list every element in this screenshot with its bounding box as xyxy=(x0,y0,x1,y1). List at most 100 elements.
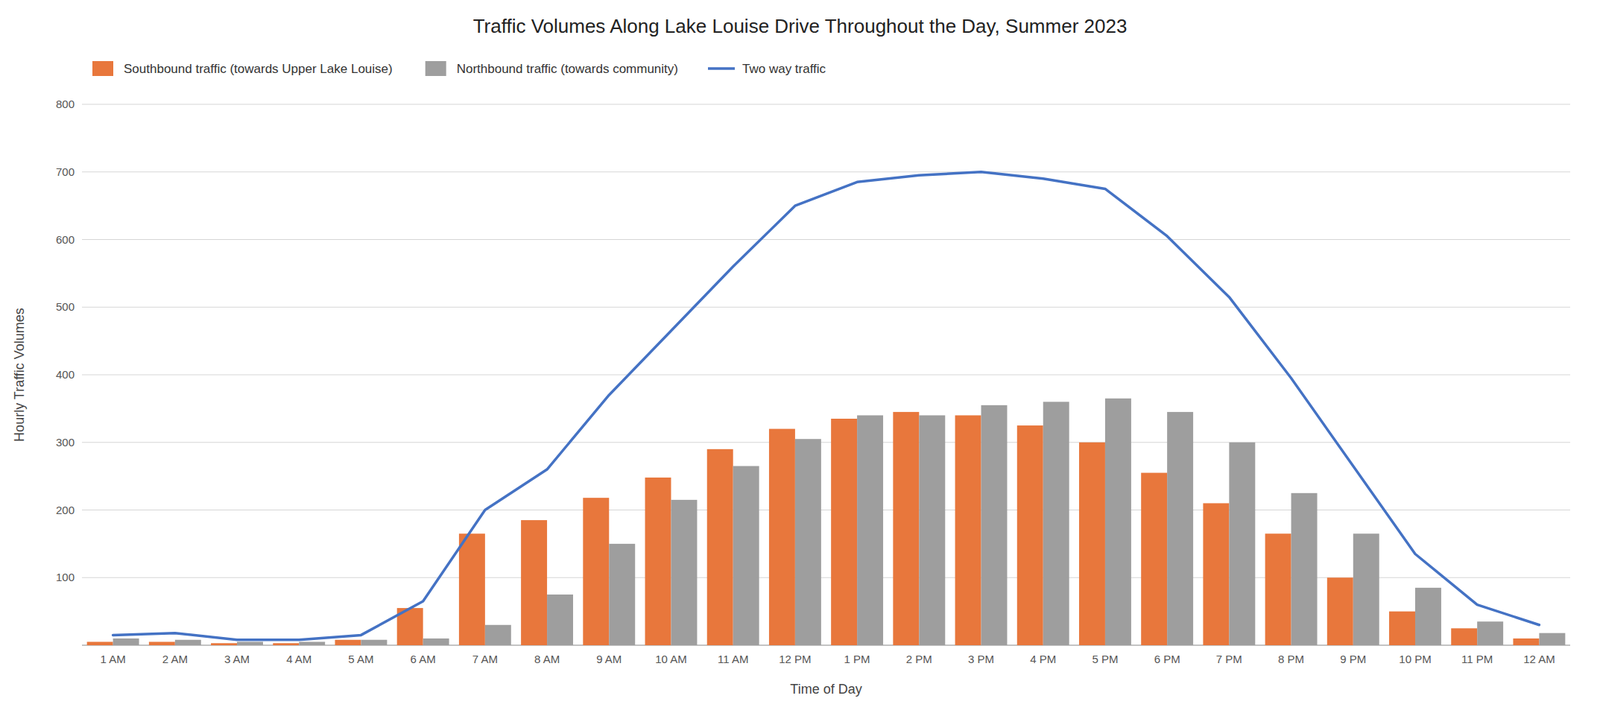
bar xyxy=(175,640,202,646)
y-tick-label: 700 xyxy=(55,165,75,179)
bar xyxy=(1538,633,1565,646)
y-tick-label: 200 xyxy=(55,503,75,517)
x-tick-label: 3 AM xyxy=(224,652,250,666)
bar xyxy=(582,497,609,646)
x-tick-label: 12 PM xyxy=(778,652,811,666)
x-tick-label: 6 AM xyxy=(410,652,436,666)
legend-swatch xyxy=(707,67,735,71)
bar xyxy=(733,466,760,646)
bar xyxy=(857,415,884,646)
bar xyxy=(1291,493,1318,646)
bar xyxy=(1353,533,1380,646)
bar xyxy=(830,418,858,646)
bar xyxy=(769,429,796,646)
y-tick-label: 600 xyxy=(55,233,75,246)
bar xyxy=(520,520,547,646)
x-tick-label: 7 PM xyxy=(1216,652,1243,666)
x-tick-label: 7 AM xyxy=(472,652,498,666)
bar xyxy=(423,638,450,646)
chart: Traffic Volumes Along Lake Louise Drive … xyxy=(0,0,1600,716)
bar xyxy=(1477,621,1504,646)
grid-line xyxy=(81,171,1571,173)
x-tick-label: 10 AM xyxy=(655,652,688,666)
bar xyxy=(1167,412,1194,646)
bar xyxy=(1327,577,1354,646)
x-tick-label: 8 AM xyxy=(534,652,560,666)
bar xyxy=(236,641,264,646)
bar xyxy=(1512,638,1539,646)
x-tick-label: 1 AM xyxy=(100,652,126,666)
y-tick-label: 100 xyxy=(55,570,75,584)
bar-series xyxy=(87,412,1540,646)
bar xyxy=(795,438,822,646)
grid-line xyxy=(81,104,1571,106)
bar xyxy=(1079,442,1106,646)
legend: Southbound traffic (towards Upper Lake L… xyxy=(92,61,827,77)
bar xyxy=(210,643,237,646)
bar xyxy=(670,500,697,646)
bar xyxy=(1450,628,1478,646)
y-axis-label: Hourly Traffic Volumes xyxy=(11,307,27,442)
x-tick-label: 4 AM xyxy=(286,652,312,666)
bar xyxy=(1202,503,1229,646)
legend-item: Northbound traffic (towards community) xyxy=(425,61,679,77)
x-axis-label: Time of Day xyxy=(789,681,862,697)
bar xyxy=(1017,425,1044,646)
x-tick-label: 6 PM xyxy=(1154,652,1181,666)
bar xyxy=(360,640,387,646)
x-tick-label: 9 AM xyxy=(596,652,622,666)
bar xyxy=(1265,533,1292,646)
bar xyxy=(546,594,574,646)
grid-line xyxy=(81,239,1571,240)
legend-label: Southbound traffic (towards Upper Lake L… xyxy=(123,61,393,77)
bar xyxy=(1228,442,1255,646)
bar xyxy=(892,412,919,646)
bar xyxy=(485,625,512,646)
bar xyxy=(149,641,176,646)
x-tick-label: 5 PM xyxy=(1091,652,1118,666)
x-tick-label: 2 AM xyxy=(162,652,188,666)
bar xyxy=(113,638,140,646)
bar xyxy=(608,544,635,646)
x-tick-label: 1 PM xyxy=(844,652,871,666)
x-tick-label: 8 PM xyxy=(1278,652,1305,666)
x-tick-label: 2 PM xyxy=(906,652,933,666)
bar xyxy=(955,415,982,646)
line xyxy=(113,172,1540,641)
marks xyxy=(87,172,1566,646)
bar-series xyxy=(113,398,1566,646)
legend-label: Northbound traffic (towards community) xyxy=(456,61,679,77)
legend-label: Two way traffic xyxy=(742,61,827,77)
grid-line xyxy=(81,307,1571,308)
bar xyxy=(1415,587,1442,646)
y-tick-label: 800 xyxy=(55,97,75,111)
bar xyxy=(1140,473,1168,646)
title: Traffic Volumes Along Lake Louise Drive … xyxy=(473,14,1128,38)
x-tick-label: 9 PM xyxy=(1339,652,1366,666)
bar xyxy=(87,641,114,646)
grid-line xyxy=(81,374,1571,376)
grid-line xyxy=(81,441,1571,443)
y-tick-label: 500 xyxy=(55,300,75,313)
bar xyxy=(981,405,1008,646)
grid-line xyxy=(81,509,1571,511)
y-tick-label: 400 xyxy=(55,368,75,381)
bar xyxy=(459,533,486,646)
y-tick-label: 300 xyxy=(55,435,75,449)
x-tick-label: 11 AM xyxy=(717,652,749,666)
bar xyxy=(645,477,672,646)
legend-swatch xyxy=(425,61,447,77)
bar xyxy=(1389,611,1416,646)
legend-item: Two way traffic xyxy=(707,61,827,77)
bar xyxy=(1105,398,1132,646)
bar xyxy=(707,449,734,646)
legend-swatch xyxy=(92,61,114,77)
x-tick-label: 3 PM xyxy=(968,652,995,666)
x-tick-label: 11 PM xyxy=(1461,652,1493,666)
bar xyxy=(298,641,325,646)
x-tick-label: 10 PM xyxy=(1398,652,1431,666)
x-tick-label: 12 AM xyxy=(1523,652,1556,666)
bar xyxy=(272,643,299,646)
bar xyxy=(334,640,361,646)
x-tick-label: 5 AM xyxy=(348,652,374,666)
